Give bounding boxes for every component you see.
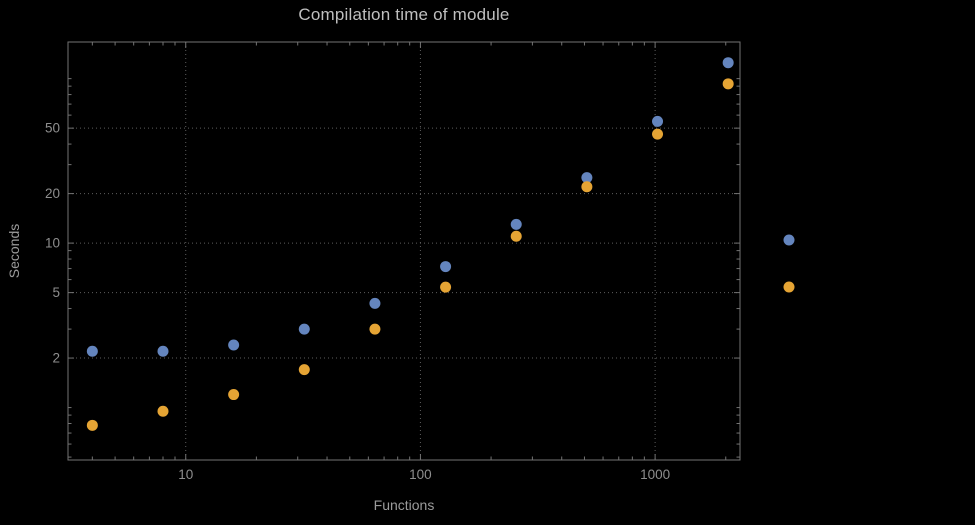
data-point-series-2 xyxy=(298,364,310,376)
y-tick-label: 5 xyxy=(52,285,60,300)
data-point-series-1 xyxy=(228,339,240,351)
data-point-series-2 xyxy=(440,281,452,293)
x-tick-label: 100 xyxy=(409,467,432,482)
x-axis-label: Functions xyxy=(373,497,435,513)
legend-marker-series-1 xyxy=(783,234,795,246)
data-point-series-1 xyxy=(510,218,522,230)
data-point-series-1 xyxy=(652,115,664,127)
data-point-series-2 xyxy=(510,230,522,242)
data-point-series-2 xyxy=(157,405,169,417)
chart-title: Compilation time of module xyxy=(298,5,510,24)
data-point-series-1 xyxy=(157,345,169,357)
data-point-series-2 xyxy=(369,323,381,335)
y-tick-label: 20 xyxy=(45,186,60,201)
x-tick-label: 1000 xyxy=(640,467,670,482)
data-point-series-2 xyxy=(86,419,98,431)
data-point-series-2 xyxy=(228,389,240,401)
y-tick-label: 10 xyxy=(45,236,60,251)
data-point-series-1 xyxy=(581,172,593,184)
plot-frame xyxy=(67,41,741,461)
data-point-series-1 xyxy=(722,57,734,69)
data-point-series-1 xyxy=(298,323,310,335)
data-point-series-1 xyxy=(440,261,452,273)
y-tick-label: 50 xyxy=(45,121,60,136)
y-tick-label: 2 xyxy=(52,351,60,366)
legend-marker-series-2 xyxy=(783,281,795,293)
data-point-series-2 xyxy=(652,128,664,140)
x-tick-label: 10 xyxy=(178,467,193,482)
data-point-series-1 xyxy=(369,297,381,309)
data-point-series-2 xyxy=(722,78,734,90)
data-point-series-2 xyxy=(581,181,593,193)
data-point-series-1 xyxy=(86,345,98,357)
